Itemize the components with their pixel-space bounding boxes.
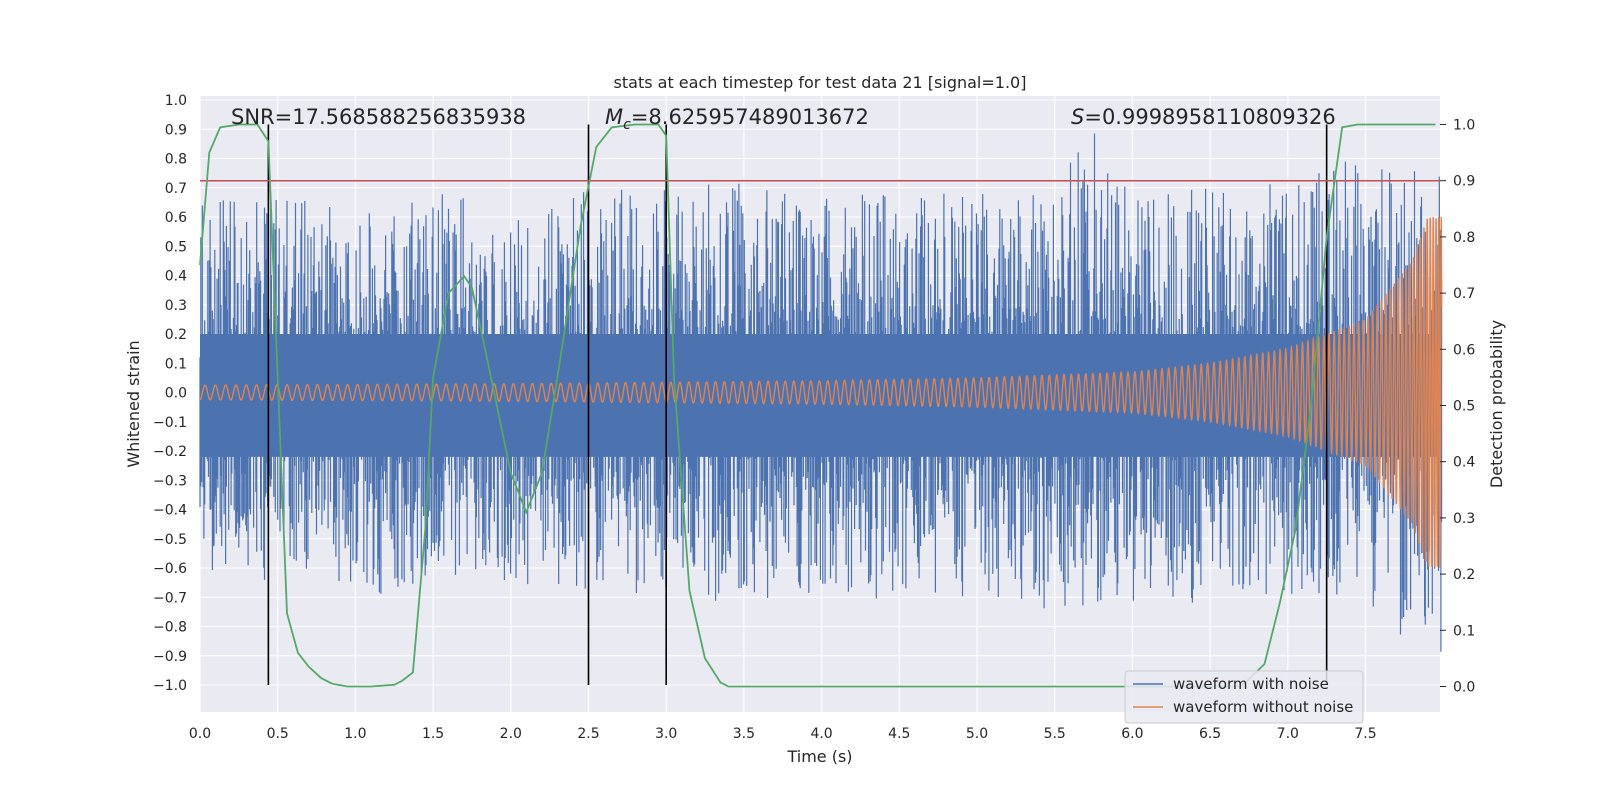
x-tick-label: 1.5: [422, 726, 444, 742]
y2-tick-label: 1.0: [1453, 118, 1475, 134]
waveform-with-noise-line: [199, 133, 1443, 652]
y-tick-label: 1.0: [165, 93, 187, 109]
x-axis-ticks: 0.0 0.5 1.0 1.5 2.0 2.5 3.0 3.5 4.0 4.5 5.0 5.5 6.0 6…: [189, 726, 1377, 742]
y-tick-label: −0.7: [153, 590, 187, 606]
y-tick-label: 0.4: [165, 269, 187, 285]
vertical-lines: [267, 124, 1328, 685]
x-axis-label: Time (s): [786, 747, 852, 766]
x-tick-label: 3.0: [655, 726, 677, 742]
y-tick-label: −0.5: [153, 532, 187, 548]
y-tick-label: 0.6: [165, 210, 187, 226]
x-tick-label: 6.0: [1121, 726, 1143, 742]
legend-item-clean: waveform without noise: [1173, 698, 1353, 716]
legend-box: [1124, 670, 1364, 724]
chirp-mass-annotation: Mc=8.625957489013672: [605, 105, 869, 133]
x-tick-label: 4.5: [888, 726, 910, 742]
y-tick-label: −0.9: [153, 649, 187, 665]
s-annotation: S=0.9998958110809326: [1071, 105, 1336, 129]
y-tick-label: 0.8: [165, 152, 187, 168]
y-tick-label: −0.1: [153, 415, 187, 431]
y-tick-label: −0.8: [153, 620, 187, 636]
y-tick-label: 0.7: [165, 181, 187, 197]
waveform-without-noise-line: [199, 217, 1443, 569]
y-axis-ticks: −1.0 −0.9 −0.8 −0.7 −0.6 −0.5 −0.4 −0.3 −0.2 −0.1…: [153, 93, 187, 694]
x-tick-label: 2.0: [500, 726, 522, 742]
y-tick-label: 0.9: [165, 122, 187, 138]
waveform-without-noise-series: [199, 217, 1443, 569]
y-axis-label: Whitened strain: [124, 340, 143, 467]
y2-tick-label: 0.9: [1453, 174, 1475, 190]
y2-tick-label: 0.8: [1453, 230, 1475, 246]
y2-axis-label: Detection probability: [1487, 320, 1506, 488]
x-tick-label: 4.0: [810, 726, 832, 742]
y2-axis-ticks: 0.0 0.1 0.2 0.3 0.4 0.5 0.6 0.7 0.8 0.9 1.0: [1440, 118, 1475, 696]
y-tick-label: 0.2: [165, 327, 187, 343]
y-tick-label: −0.3: [153, 473, 187, 489]
x-tick-label: 6.5: [1199, 726, 1221, 742]
x-tick-label: 0.0: [189, 726, 211, 742]
x-tick-label: 7.0: [1277, 726, 1299, 742]
x-tick-label: 0.5: [267, 726, 289, 742]
y2-tick-label: 0.3: [1453, 511, 1475, 527]
x-tick-label: 3.5: [733, 726, 755, 742]
x-tick-label: 1.0: [344, 726, 366, 742]
y-tick-label: 0.1: [165, 356, 187, 372]
x-tick-label: 5.0: [966, 726, 988, 742]
y2-tick-label: 0.6: [1453, 342, 1475, 358]
snr-annotation: SNR=17.568588256835938: [231, 105, 526, 129]
y2-tick-label: 0.2: [1453, 567, 1475, 583]
y2-tick-label: 0.4: [1453, 455, 1475, 471]
x-tick-label: 2.5: [577, 726, 599, 742]
y2-tick-label: 0.5: [1453, 399, 1475, 415]
y2-tick-label: 0.0: [1453, 680, 1475, 696]
y-tick-label: 0.5: [165, 239, 187, 255]
y-tick-label: −0.2: [153, 444, 187, 460]
legend-item-noise: waveform with noise: [1173, 675, 1329, 693]
y-tick-label: −1.0: [153, 678, 187, 694]
x-tick-label: 5.5: [1044, 726, 1066, 742]
y2-tick-label: 0.7: [1453, 286, 1475, 302]
chart-title: stats at each timestep for test data 21 …: [614, 73, 1027, 92]
legend: waveform with noise waveform without noi…: [1124, 670, 1364, 724]
y-tick-label: −0.4: [153, 503, 187, 519]
x-tick-label: 7.5: [1354, 726, 1376, 742]
y-tick-label: −0.6: [153, 561, 187, 577]
y2-tick-label: 0.1: [1453, 623, 1475, 639]
y-tick-label: 0.0: [165, 386, 187, 402]
y-tick-label: 0.3: [165, 298, 187, 314]
